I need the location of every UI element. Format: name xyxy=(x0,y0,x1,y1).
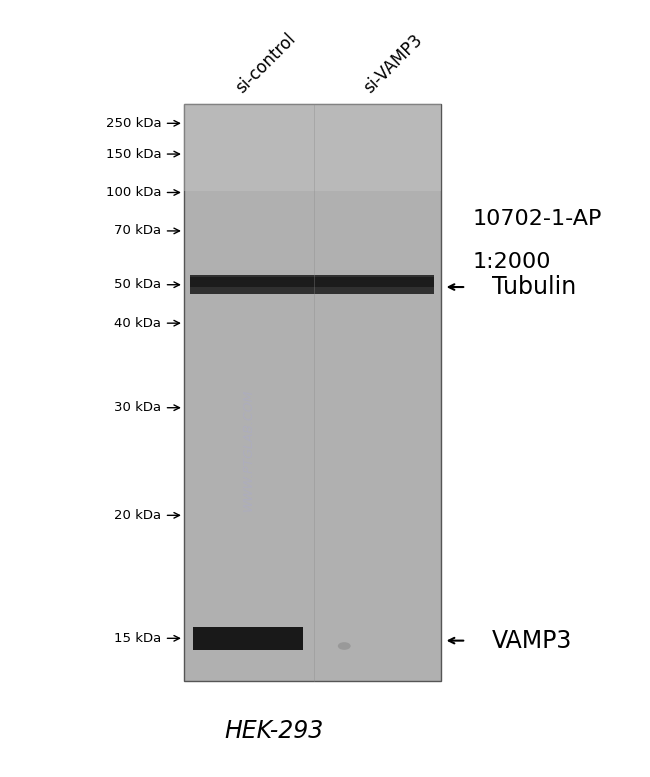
Text: 30 kDa: 30 kDa xyxy=(114,401,161,414)
Text: si-control: si-control xyxy=(232,30,299,96)
Text: 150 kDa: 150 kDa xyxy=(106,148,161,161)
Bar xyxy=(184,104,441,681)
Bar xyxy=(190,275,434,294)
Bar xyxy=(184,104,441,190)
Text: 20 kDa: 20 kDa xyxy=(114,509,161,522)
Text: 10702-1-AP: 10702-1-AP xyxy=(473,209,602,229)
Bar xyxy=(190,277,434,287)
Text: 250 kDa: 250 kDa xyxy=(106,117,161,130)
Text: VAMP3: VAMP3 xyxy=(492,629,572,653)
Text: 40 kDa: 40 kDa xyxy=(114,317,161,329)
Text: WWW.PTGLAB.COM: WWW.PTGLAB.COM xyxy=(242,388,255,511)
Text: 1:2000: 1:2000 xyxy=(473,252,551,272)
Text: 100 kDa: 100 kDa xyxy=(106,186,161,199)
Text: 70 kDa: 70 kDa xyxy=(114,225,161,238)
Text: 50 kDa: 50 kDa xyxy=(114,278,161,291)
Text: si-VAMP3: si-VAMP3 xyxy=(360,30,426,96)
Text: 15 kDa: 15 kDa xyxy=(114,632,161,645)
Text: Tubulin: Tubulin xyxy=(492,275,576,299)
Bar xyxy=(194,627,302,650)
Text: HEK-293: HEK-293 xyxy=(224,719,323,743)
Ellipse shape xyxy=(338,642,350,650)
